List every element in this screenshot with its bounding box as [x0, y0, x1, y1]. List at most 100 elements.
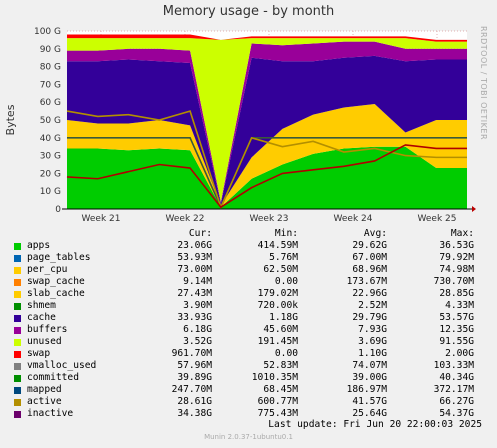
legend-swatch [14, 255, 21, 262]
legend-name: buffers [27, 324, 68, 335]
legend-cur: 33.93G [177, 312, 212, 323]
legend-avg: 29.79G [352, 312, 387, 323]
x-axis: Week 21 Week 22 Week 23 Week 24 Week 25 [82, 214, 457, 224]
legend-cur: 73.00M [177, 264, 212, 275]
legend-min: 1.18G [269, 312, 298, 323]
legend-swatch [14, 363, 21, 370]
legend-item-slab_cache: slab_cache 27.43M 179.02M 22.96G 28.85G [12, 288, 482, 300]
area-buffers [67, 41, 467, 204]
legend-max: 91.55G [439, 336, 474, 347]
legend-min: 5.76M [269, 252, 298, 263]
legend-cur: 23.06G [177, 240, 212, 251]
legend-rows: apps 23.06G 414.59M 29.62G 36.53G page_tables… [12, 240, 482, 420]
legend-item-mapped: mapped 247.70M 68.45M 186.97M 372.17M [12, 384, 482, 396]
legend-cur: 247.70M [171, 384, 212, 395]
legend-name: vmalloc_used [27, 360, 97, 371]
legend-avg: 173.67M [346, 276, 387, 287]
legend-avg: 186.97M [346, 384, 387, 395]
legend-swatch [14, 303, 21, 310]
legend-header: Cur: Min: Avg: Max: [12, 228, 482, 240]
y-tick-label: 10 G [40, 187, 61, 197]
legend-item-shmem: shmem 3.90M 720.00k 2.52M 4.33M [12, 300, 482, 312]
legend-name: page_tables [27, 252, 91, 263]
y-tick-label: 80 G [40, 63, 61, 73]
legend-swatch [14, 291, 21, 298]
chart-title: Memory usage - by month [162, 4, 335, 19]
memory-chart: 0 10 G 20 G 30 G 40 G 50 G 60 G 70 G 80 G 90 G 100… [4, 27, 476, 224]
legend-item-committed: committed 39.89G 1010.35M 39.00G 40.34G [12, 372, 482, 384]
legend-name: per_cpu [27, 264, 68, 275]
legend-name: slab_cache [27, 288, 85, 299]
legend-name: inactive [27, 408, 74, 419]
legend-cur: 53.93M [177, 252, 212, 263]
header-min: Min: [274, 228, 298, 239]
legend-name: unused [27, 336, 62, 347]
legend-cur: 27.43M [177, 288, 212, 299]
y-tick-label: 90 G [40, 45, 61, 55]
header-cur: Cur: [188, 228, 212, 239]
legend-avg: 67.00M [352, 252, 387, 263]
y-axis: 0 10 G 20 G 30 G 40 G 50 G 60 G 70 G 80 G 90 G 100… [34, 27, 61, 215]
legend-min: 52.83M [263, 360, 298, 371]
legend-min: 45.60M [263, 324, 298, 335]
y-tick-label: 30 G [40, 152, 61, 162]
legend-min: 414.59M [257, 240, 298, 251]
legend: Cur: Min: Avg: Max: apps 23.06G 414.59M 29.… [12, 228, 482, 420]
legend-cur: 961.70M [171, 348, 212, 359]
legend-name: active [27, 396, 62, 407]
area-slab_cache [67, 103, 467, 208]
legend-avg: 29.62G [352, 240, 387, 251]
y-tick-label: 100 G [34, 27, 61, 37]
legend-min: 720.00k [257, 300, 298, 311]
legend-max: 730.70M [433, 276, 474, 287]
footer: Munin 2.0.37-1ubuntu0.1 [204, 433, 293, 441]
legend-name: apps [27, 240, 51, 251]
legend-name: swap [27, 348, 51, 359]
series-lines [66, 110, 467, 210]
legend-swatch [14, 279, 21, 286]
legend-cur: 57.96M [177, 360, 212, 371]
legend-swatch [14, 339, 21, 346]
legend-swatch [14, 315, 21, 322]
legend-avg: 1.10G [358, 348, 387, 359]
x-axis-arrow [472, 206, 476, 212]
legend-min: 1010.35M [251, 372, 298, 383]
legend-item-active: active 28.61G 600.77M 41.57G 66.27G [12, 396, 482, 408]
legend-cur: 3.90M [183, 300, 212, 311]
legend-name: mapped [27, 384, 62, 395]
y-tick-label: 60 G [40, 98, 61, 108]
legend-min: 0.00 [274, 276, 298, 287]
y-tick-label: 70 G [40, 80, 61, 90]
legend-item-vmalloc_used: vmalloc_used 57.96M 52.83M 74.07M 103.33M [12, 360, 482, 372]
legend-cur: 39.89G [177, 372, 212, 383]
legend-max: 103.33M [433, 360, 474, 371]
legend-max: 4.33M [445, 300, 474, 311]
legend-cur: 6.18G [183, 324, 212, 335]
legend-max: 66.27G [439, 396, 474, 407]
header-avg: Avg: [363, 228, 387, 239]
legend-max: 2.00G [445, 348, 474, 359]
x-tick-label: Week 23 [250, 214, 289, 224]
y-tick-label: 20 G [40, 169, 61, 179]
legend-avg: 68.96M [352, 264, 387, 275]
legend-swatch [14, 375, 21, 382]
legend-cur: 28.61G [177, 396, 212, 407]
x-tick-label: Week 21 [82, 214, 121, 224]
legend-item-apps: apps 23.06G 414.59M 29.62G 36.53G [12, 240, 482, 252]
legend-min: 62.50M [263, 264, 298, 275]
legend-max: 40.34G [439, 372, 474, 383]
legend-max: 36.53G [439, 240, 474, 251]
legend-avg: 22.96G [352, 288, 387, 299]
legend-item-swap: swap 961.70M 0.00 1.10G 2.00G [12, 348, 482, 360]
legend-avg: 74.07M [352, 360, 387, 371]
legend-min: 0.00 [274, 348, 298, 359]
legend-max: 28.85G [439, 288, 474, 299]
legend-max: 372.17M [433, 384, 474, 395]
legend-avg: 3.69G [358, 336, 387, 347]
legend-max: 74.98M [439, 264, 474, 275]
legend-swatch [14, 411, 21, 418]
legend-min: 68.45M [263, 384, 298, 395]
area-cache [67, 55, 467, 206]
legend-cur: 3.52G [183, 336, 212, 347]
header-max: Max: [450, 228, 474, 239]
